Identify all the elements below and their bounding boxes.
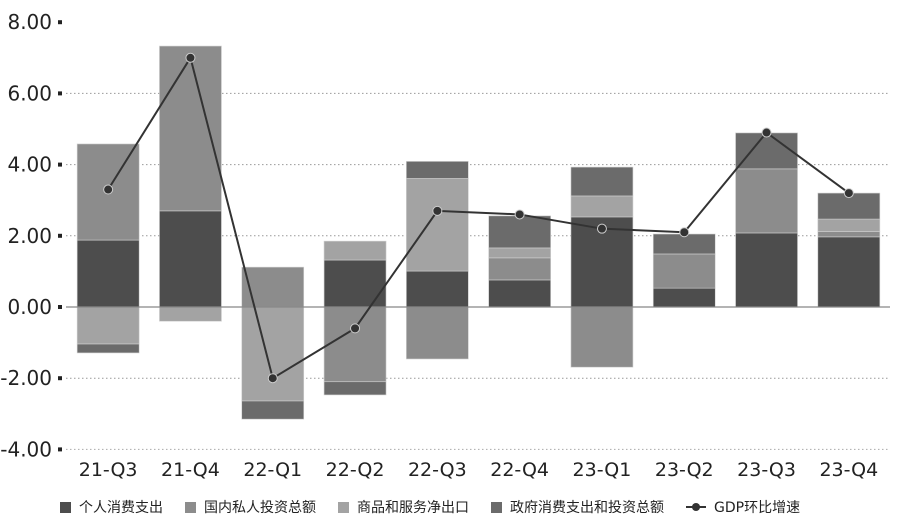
y-tick-mark [58,376,62,381]
bar-segment [817,218,881,232]
x-tick-label: 23-Q3 [737,459,796,481]
bar-segment [406,178,469,272]
y-tick-mark [58,162,62,167]
gdp-point [596,223,607,234]
legend-swatch [338,501,349,513]
gdp-point [761,127,772,138]
gdp-point [185,52,196,63]
gdp-point [103,184,114,195]
legend-label: 个人消费支出 [79,500,163,516]
y-tick-label: 0.00 [7,295,52,319]
bar-segment [406,306,469,360]
bar-segment [570,195,634,218]
bar-segment [323,259,387,308]
bar-segment [76,343,140,354]
legend-item-gdp: GDP环比增速 [686,497,800,517]
x-tick-label: 23-Q2 [655,459,714,481]
bar-segment [735,132,798,170]
y-tick-label: 6.00 [7,81,52,105]
bar-segment [570,306,634,368]
bar-segment [488,279,551,308]
bar-segment [406,270,469,308]
x-tick-label: 22-Q3 [408,459,467,481]
legend-label: 政府消费支出和投资总额 [510,500,664,516]
y-tick-mark [58,20,62,25]
y-tick-label: 2.00 [7,224,52,248]
bar-segment [76,306,140,345]
x-tick-label: 22-Q2 [326,459,385,481]
gdp-point [267,373,278,384]
gdp-point [514,209,525,220]
bar-segment [735,168,798,234]
y-tick-label: 8.00 [7,10,52,34]
y-tick-label: -2.00 [0,366,52,390]
bar-segment [735,232,798,308]
gdp-line [107,55,850,380]
gdp-point [350,323,361,334]
bar-segment [488,247,551,259]
bar-segment [652,287,716,308]
legend-label: 国内私人投资总额 [204,500,316,516]
bar-segment [406,161,469,179]
y-tick-mark [58,447,62,452]
x-tick-label: 22-Q1 [243,459,302,481]
bar-segment [159,306,222,322]
bar-segment [323,306,387,383]
bar-segment [241,400,305,420]
x-tick-label: 21-Q4 [161,459,220,481]
gdp-point [679,227,690,238]
y-tick-mark [58,305,62,309]
legend-swatch [491,501,502,513]
y-tick-label: 4.00 [7,153,52,177]
bar-segment [488,215,551,249]
y-tick-label: -4.00 [0,437,52,461]
legend-swatch [185,501,196,513]
y-tick-mark [58,233,62,238]
x-tick-label: 23-Q1 [573,459,632,481]
x-tick-label: 21-Q3 [79,459,138,481]
legend-item-government: 政府消费支出和投资总额 [491,497,664,517]
bar-segment [76,239,140,308]
line-marker-icon [686,501,706,513]
bar-segment [652,253,716,289]
bar-segment [159,210,222,308]
legend: 个人消费支出 国内私人投资总额 商品和服务净出口 政府消费支出和投资总额 GDP… [60,497,800,517]
x-tick-label: 23-Q4 [819,459,878,481]
legend-item-consumption: 个人消费支出 [60,497,163,517]
bar-segment [488,257,551,281]
gdp-point [432,205,443,216]
gdp-point [843,188,854,199]
legend-label: 商品和服务净出口 [357,500,469,516]
bar-segment [323,381,387,396]
bar-segment [323,240,387,261]
bar-segment [817,231,881,238]
y-tick-mark [58,91,62,96]
bar-segment [159,45,222,212]
stacked-bar-line-chart: 8.00 6.00 4.00 2.00 0.00 -2.00 -4.00 21-Q3 21-Q4… [0,10,890,481]
bar-segment [241,306,305,402]
legend-swatch [60,501,71,513]
legend-item-investment: 国内私人投资总额 [185,497,316,517]
bar-segment [570,166,634,197]
bar-segment [817,236,881,308]
x-tick-label: 22-Q4 [490,459,549,481]
bar-segment [241,266,305,308]
legend-label: GDP环比增速 [714,500,801,516]
legend-item-net-exports: 商品和服务净出口 [338,497,469,517]
